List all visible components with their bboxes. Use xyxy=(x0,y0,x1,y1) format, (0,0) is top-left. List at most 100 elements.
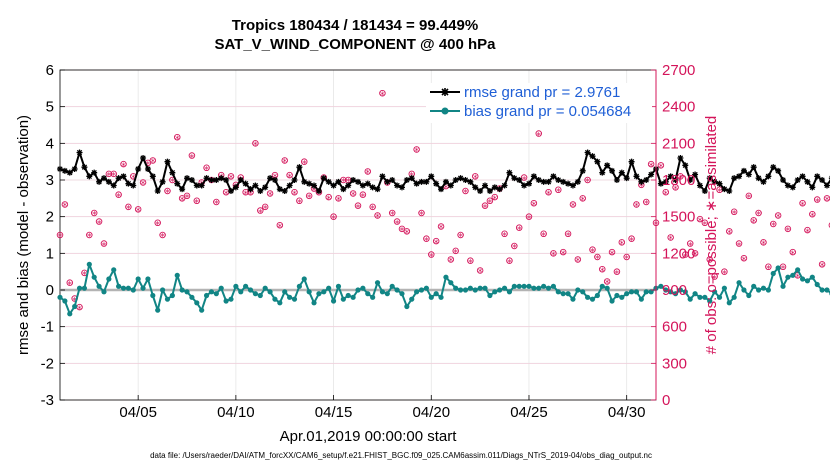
obs-possible-point xyxy=(633,201,640,208)
obs-possible-point xyxy=(432,237,440,245)
bias-point xyxy=(62,298,68,304)
bias-point xyxy=(570,296,576,302)
bias-point xyxy=(614,292,620,299)
obs-possible-point xyxy=(628,235,635,242)
rmse-point xyxy=(208,177,215,183)
rmse-point xyxy=(389,177,396,183)
bias-point xyxy=(545,285,552,291)
bias-point xyxy=(628,289,635,295)
legend-bias-label: bias grand pr = 0.054684 xyxy=(464,103,631,120)
rmse-point xyxy=(135,166,142,172)
bias-point xyxy=(594,292,600,299)
bias-point xyxy=(120,285,127,291)
rmse-point xyxy=(311,182,318,189)
rmse-point xyxy=(555,177,562,183)
obs-possible-point xyxy=(569,201,577,208)
bias-point xyxy=(350,294,356,300)
obs-possible-point xyxy=(120,160,127,168)
legend-bias-marker xyxy=(441,107,449,115)
bias-point xyxy=(355,287,361,293)
rmse-point xyxy=(672,177,679,183)
rmse-point xyxy=(667,173,674,180)
bias-point xyxy=(96,283,102,289)
rmse-point xyxy=(472,184,479,191)
obs-assimilated-point: * xyxy=(722,269,727,279)
obs-possible-point xyxy=(589,246,596,253)
obs-possible-point xyxy=(379,89,386,97)
bias-point xyxy=(511,283,517,289)
obs-assimilated-point: * xyxy=(204,166,209,176)
bias-point xyxy=(311,300,317,306)
rmse-point xyxy=(628,158,635,165)
obs-possible-point xyxy=(374,212,381,219)
bias-point xyxy=(550,283,557,289)
bias-point xyxy=(125,285,131,291)
bias-point xyxy=(819,287,825,293)
rmse-point xyxy=(413,180,420,187)
obs-assimilated-point: * xyxy=(566,232,571,242)
rmse-point xyxy=(462,177,469,183)
obs-possible-point xyxy=(305,192,313,200)
bias-point xyxy=(282,289,288,295)
obs-assimilated-point: * xyxy=(453,249,458,259)
rmse-point xyxy=(696,182,703,189)
obs-possible-point xyxy=(721,268,728,275)
bias-point xyxy=(760,285,767,291)
obs-assimilated-point: * xyxy=(732,210,737,220)
rmse-point xyxy=(369,184,376,191)
bias-point xyxy=(721,285,727,291)
bias-point xyxy=(663,287,669,293)
y2-tick-label: 0 xyxy=(662,392,670,409)
obs-assimilated-point: * xyxy=(488,199,493,209)
obs-possible-point xyxy=(608,248,616,256)
bias-point xyxy=(428,294,434,300)
rmse-point xyxy=(174,180,181,187)
chart-subtitle: SAT_V_WIND_COMPONENT @ 400 hPa xyxy=(214,36,496,53)
rmse-point xyxy=(188,177,195,183)
obs-possible-point xyxy=(105,170,113,178)
obs-assimilated-point: * xyxy=(97,219,102,229)
obs-assimilated-point: * xyxy=(248,190,253,200)
bias-point xyxy=(326,285,332,291)
obs-possible-point xyxy=(266,190,274,197)
y-tick-label: 3 xyxy=(46,172,54,189)
obs-possible-point xyxy=(662,188,670,196)
rmse-point xyxy=(140,155,147,161)
obs-assimilated-point: * xyxy=(190,153,195,163)
rmse-point xyxy=(144,166,151,172)
bias-point xyxy=(457,287,464,293)
obs-possible-point xyxy=(193,197,201,205)
bias-point xyxy=(164,296,171,302)
obs-possible-point xyxy=(330,213,337,220)
obs-assimilated-point: * xyxy=(102,241,107,251)
bias-point xyxy=(580,289,586,295)
obs-assimilated-point: * xyxy=(111,172,116,182)
obs-possible-point xyxy=(134,206,142,213)
obs-possible-point xyxy=(188,152,196,159)
y2-axis-label: # of obs: o=possible; ∗=assimilated xyxy=(703,116,720,355)
legend-bias-swatch xyxy=(430,107,460,115)
obs-possible-point xyxy=(86,231,93,239)
obs-possible-point xyxy=(139,179,147,186)
bias-point xyxy=(101,289,107,295)
bias-point xyxy=(585,294,591,300)
rmse-point xyxy=(350,177,357,183)
obs-possible-point xyxy=(701,219,709,227)
obs-assimilated-point: * xyxy=(126,205,131,215)
bias-point xyxy=(599,283,605,289)
bias-point xyxy=(130,287,136,293)
legend-rmse-swatch xyxy=(430,88,460,96)
obs-possible-point xyxy=(447,256,455,263)
obs-assimilated-point: * xyxy=(644,200,649,210)
obs-possible-point xyxy=(550,250,557,257)
rmse-point xyxy=(574,178,581,185)
rmse-point xyxy=(760,178,767,185)
bias-point xyxy=(330,298,337,304)
y-tick-label: 5 xyxy=(46,99,54,116)
obs-possible-point xyxy=(784,225,792,233)
obs-assimilated-point: * xyxy=(390,211,395,221)
bias-point xyxy=(208,289,215,295)
rmse-point xyxy=(120,173,127,180)
obs-assimilated-point: * xyxy=(649,162,654,172)
obs-possible-point xyxy=(559,248,567,256)
